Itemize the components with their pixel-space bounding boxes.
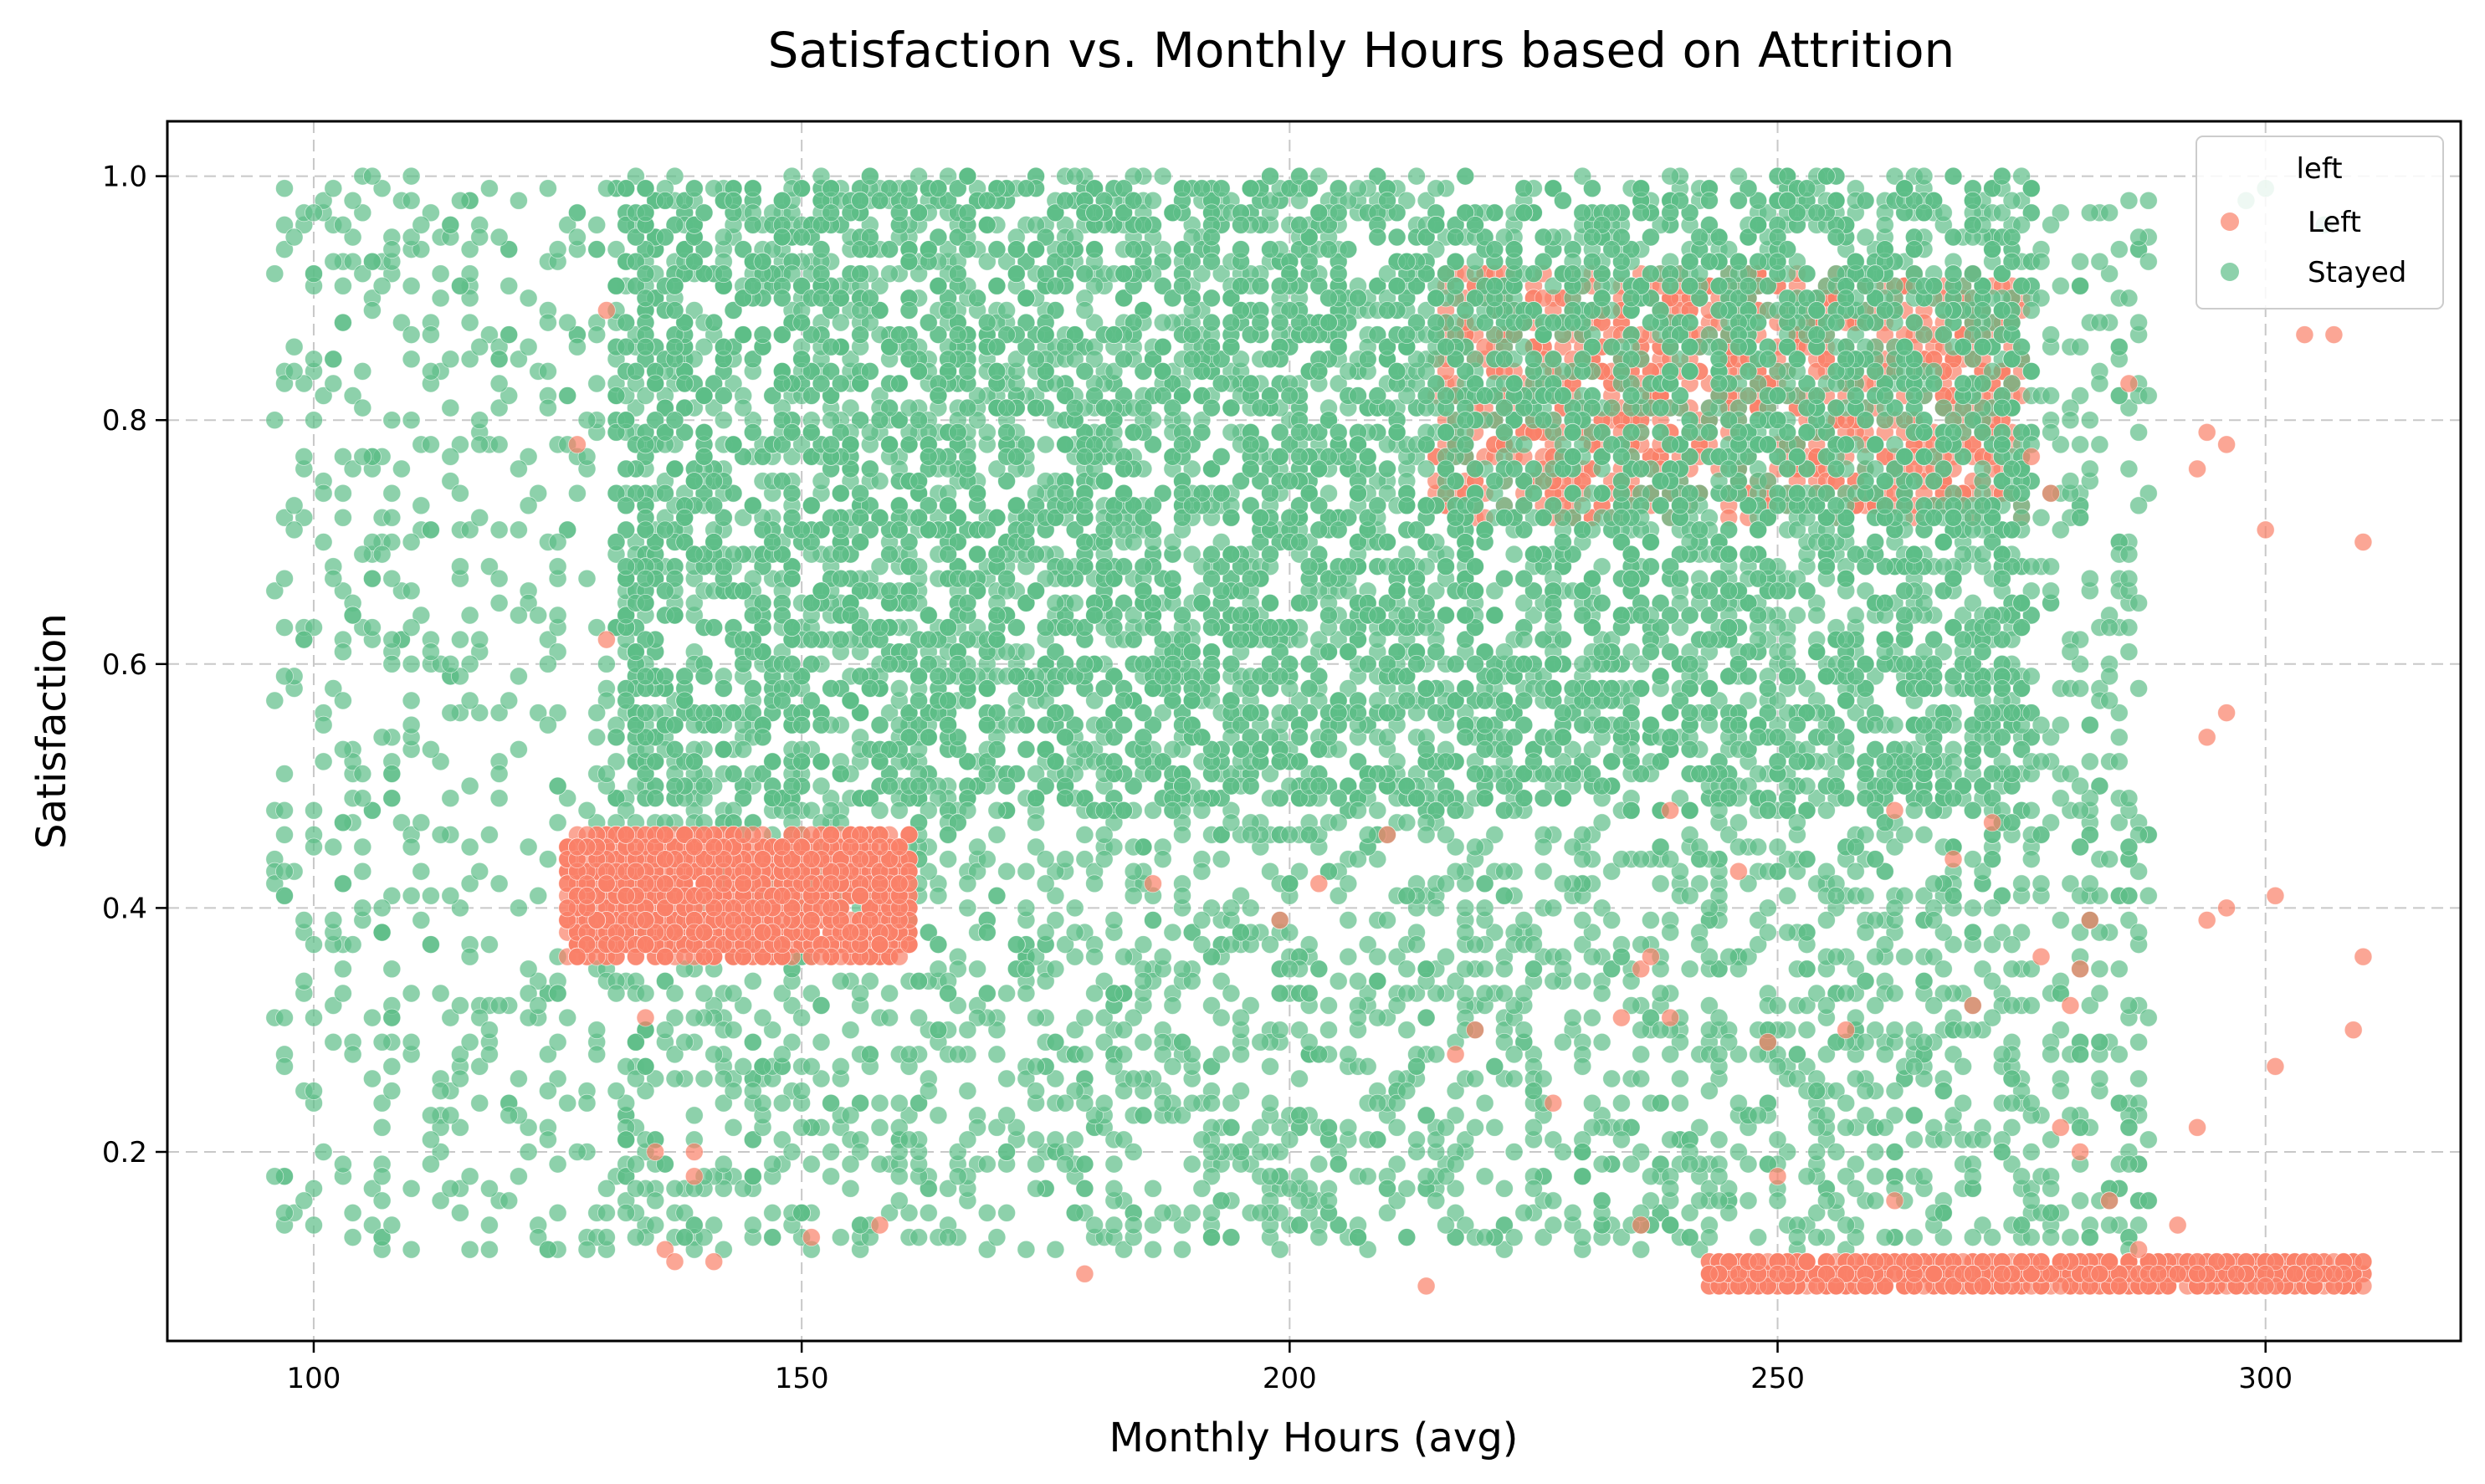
data-point-stayed (1787, 606, 1806, 625)
data-point-stayed (1036, 435, 1055, 454)
data-point-stayed (1407, 166, 1426, 186)
data-point-stayed (1427, 179, 1446, 198)
data-point-stayed (1807, 606, 1827, 625)
chart-title: Satisfaction vs. Monthly Hours based on … (768, 22, 1955, 79)
data-point-stayed (1875, 215, 1894, 234)
data-point-stayed (1153, 166, 1172, 186)
data-point-stayed (1602, 398, 1622, 417)
data-point-stayed (1387, 228, 1406, 247)
data-point-stayed (1417, 459, 1436, 478)
data-points (265, 166, 2373, 1296)
